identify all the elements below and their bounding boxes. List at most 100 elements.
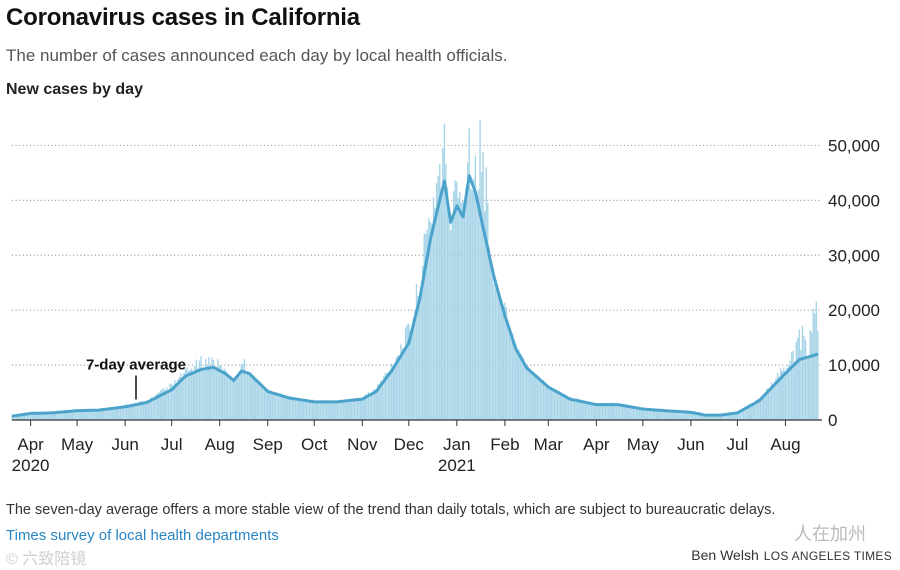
daily-bar bbox=[432, 197, 435, 420]
daily-bar bbox=[276, 393, 278, 420]
daily-bar bbox=[249, 374, 252, 420]
daily-bar bbox=[457, 198, 460, 420]
daily-bar bbox=[511, 333, 514, 420]
daily-bar bbox=[200, 356, 202, 420]
daily-bar bbox=[404, 327, 407, 420]
daily-bar bbox=[356, 397, 359, 420]
daily-bar bbox=[615, 403, 618, 420]
chart-title: Coronavirus cases in California bbox=[6, 4, 360, 31]
daily-bar bbox=[341, 399, 343, 420]
daily-bar bbox=[245, 373, 247, 420]
x-tick-label: Apr bbox=[583, 435, 610, 454]
daily-bar bbox=[609, 404, 611, 420]
daily-bar bbox=[429, 221, 432, 420]
daily-bar bbox=[598, 403, 601, 420]
daily-bar bbox=[170, 383, 173, 420]
daily-bar bbox=[23, 414, 26, 420]
daily-bar bbox=[773, 381, 776, 420]
daily-bar bbox=[690, 412, 692, 420]
daily-bar bbox=[679, 411, 681, 420]
daily-bar bbox=[798, 329, 801, 420]
daily-bar bbox=[113, 407, 115, 420]
daily-bar bbox=[524, 363, 526, 420]
daily-bar bbox=[397, 355, 399, 420]
daily-bar bbox=[186, 367, 188, 420]
daily-bar bbox=[623, 404, 625, 420]
daily-bar bbox=[530, 372, 532, 420]
daily-bar bbox=[268, 390, 270, 420]
daily-bar bbox=[380, 380, 382, 420]
daily-bar bbox=[218, 365, 221, 420]
daily-bar bbox=[776, 372, 779, 420]
daily-bar bbox=[643, 407, 646, 420]
daily-bar bbox=[228, 376, 230, 420]
daily-bar bbox=[333, 400, 336, 420]
daily-bar bbox=[98, 409, 100, 420]
daily-bar bbox=[129, 405, 131, 420]
daily-bar bbox=[347, 398, 349, 420]
daily-bar bbox=[378, 383, 380, 420]
daily-bar bbox=[259, 383, 261, 420]
source-link[interactable]: Times survey of local health departments bbox=[6, 527, 279, 544]
line-layer bbox=[11, 174, 819, 418]
daily-bar bbox=[63, 411, 66, 420]
daily-bar bbox=[96, 410, 98, 420]
daily-bar bbox=[192, 373, 194, 420]
daily-bar bbox=[711, 414, 714, 420]
daily-bar bbox=[718, 414, 720, 420]
daily-bar bbox=[538, 378, 540, 420]
daily-bar bbox=[49, 412, 52, 420]
daily-bar bbox=[727, 413, 729, 420]
daily-bar bbox=[53, 411, 55, 420]
daily-bar bbox=[390, 363, 393, 420]
daily-bar bbox=[702, 414, 704, 420]
daily-bar bbox=[536, 377, 539, 420]
daily-bar bbox=[772, 385, 774, 420]
daily-bar bbox=[367, 392, 370, 420]
daily-bar bbox=[88, 410, 91, 420]
watermark-left: © 六致陪镜 bbox=[6, 551, 87, 568]
daily-bar bbox=[790, 352, 793, 420]
daily-bar bbox=[226, 374, 229, 420]
daily-bar bbox=[325, 400, 328, 420]
daily-bar bbox=[231, 379, 233, 420]
daily-bar bbox=[311, 399, 314, 420]
daily-bar bbox=[60, 411, 63, 420]
daily-bar bbox=[685, 412, 687, 420]
daily-bar bbox=[700, 414, 703, 420]
daily-bar bbox=[646, 408, 649, 420]
daily-bar bbox=[533, 375, 535, 420]
daily-bar bbox=[595, 404, 597, 420]
daily-bar bbox=[601, 402, 604, 420]
daily-bar bbox=[584, 402, 587, 420]
daily-bar bbox=[603, 402, 605, 420]
daily-bar bbox=[195, 359, 198, 420]
daily-bar bbox=[465, 186, 467, 420]
daily-bar bbox=[516, 350, 518, 420]
daily-bar bbox=[71, 410, 74, 420]
daily-bar bbox=[77, 409, 80, 420]
daily-bar bbox=[246, 373, 249, 420]
daily-bar bbox=[570, 396, 573, 420]
daily-bar bbox=[587, 401, 590, 420]
daily-bar bbox=[28, 413, 30, 420]
daily-bar bbox=[191, 368, 193, 420]
daily-bar bbox=[299, 399, 301, 420]
daily-bar bbox=[731, 413, 734, 420]
daily-bar bbox=[425, 233, 427, 420]
daily-bar bbox=[586, 402, 588, 420]
daily-bar bbox=[381, 380, 384, 420]
daily-bar bbox=[645, 408, 647, 420]
daily-bar bbox=[412, 318, 415, 420]
daily-bar bbox=[373, 388, 376, 420]
daily-bar bbox=[370, 393, 373, 420]
daily-bar bbox=[282, 395, 284, 420]
daily-bar bbox=[336, 401, 339, 420]
daily-bar bbox=[677, 411, 680, 420]
daily-bar bbox=[400, 344, 402, 420]
daily-bar bbox=[330, 400, 332, 420]
x-tick-label: Jan bbox=[443, 435, 470, 454]
daily-bar bbox=[485, 167, 487, 420]
daily-bar bbox=[736, 412, 739, 420]
daily-bar bbox=[263, 387, 266, 420]
